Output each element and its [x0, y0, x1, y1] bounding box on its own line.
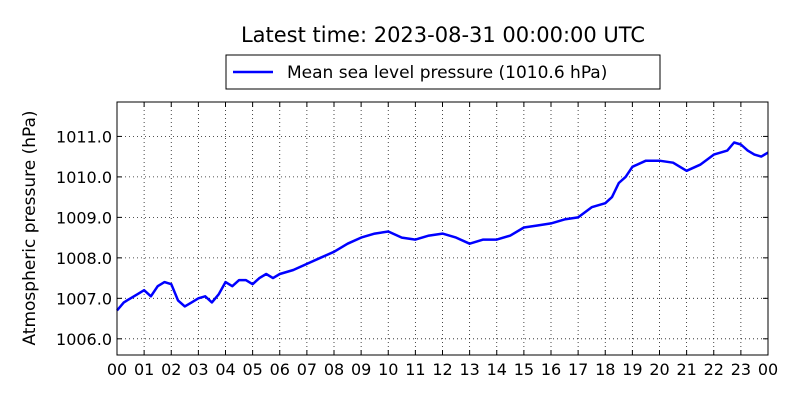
series-line-mean-sea-level-pressure: [116, 141, 769, 312]
x-tick-label: 14: [487, 360, 507, 379]
x-tick-label: 06: [270, 360, 290, 379]
y-tick-label: 1008.0: [56, 249, 112, 268]
legend: Mean sea level pressure (1010.6 hPa): [225, 54, 661, 90]
x-tick-label: 07: [297, 360, 317, 379]
chart-title: Latest time: 2023-08-31 00:00:00 UTC: [241, 23, 645, 47]
x-tick-label: 01: [134, 360, 154, 379]
x-tick-label: 03: [188, 360, 208, 379]
x-tick-label: 04: [215, 360, 235, 379]
x-tick-label: 05: [242, 360, 262, 379]
y-tick-label: 1009.0: [56, 208, 112, 227]
x-tick-label: 17: [568, 360, 588, 379]
y-tick-label: 1007.0: [56, 289, 112, 308]
x-tick-label: 02: [161, 360, 181, 379]
x-tick-label: 09: [351, 360, 371, 379]
y-tick-label: 1011.0: [56, 127, 112, 146]
x-tick-label: 11: [405, 360, 425, 379]
grid: [117, 102, 768, 355]
x-axis-tick-labels: 00 01 02 03 04 05 06 07 08 09 10 11 12 13 14 15 16 17 18 19…: [107, 360, 778, 379]
y-axis-label: Atmospheric pressure (hPa): [20, 110, 40, 345]
x-tick-label: 10: [378, 360, 398, 379]
x-tick-label: 22: [704, 360, 724, 379]
x-tick-label: 13: [459, 360, 479, 379]
plot-frame: [116, 101, 769, 356]
y-tick-label: 1010.0: [56, 168, 112, 187]
x-tick-label: 15: [514, 360, 534, 379]
legend-box: [225, 54, 661, 90]
y-axis-tick-labels: 1006.0 1007.0 1008.0 1009.0 1010.0 1011.0: [56, 127, 112, 348]
x-tick-label: 00: [758, 360, 778, 379]
x-tick-label: 23: [731, 360, 751, 379]
axis-ticks: [116, 102, 769, 355]
x-tick-label: 00: [107, 360, 127, 379]
x-tick-label: 20: [649, 360, 669, 379]
y-tick-label: 1006.0: [56, 330, 112, 349]
x-tick-label: 16: [541, 360, 561, 379]
x-tick-label: 18: [595, 360, 615, 379]
x-tick-label: 19: [622, 360, 642, 379]
legend-label: Mean sea level pressure (1010.6 hPa): [287, 63, 607, 83]
x-tick-label: 21: [676, 360, 696, 379]
x-tick-label: 08: [324, 360, 344, 379]
x-tick-label: 12: [432, 360, 452, 379]
